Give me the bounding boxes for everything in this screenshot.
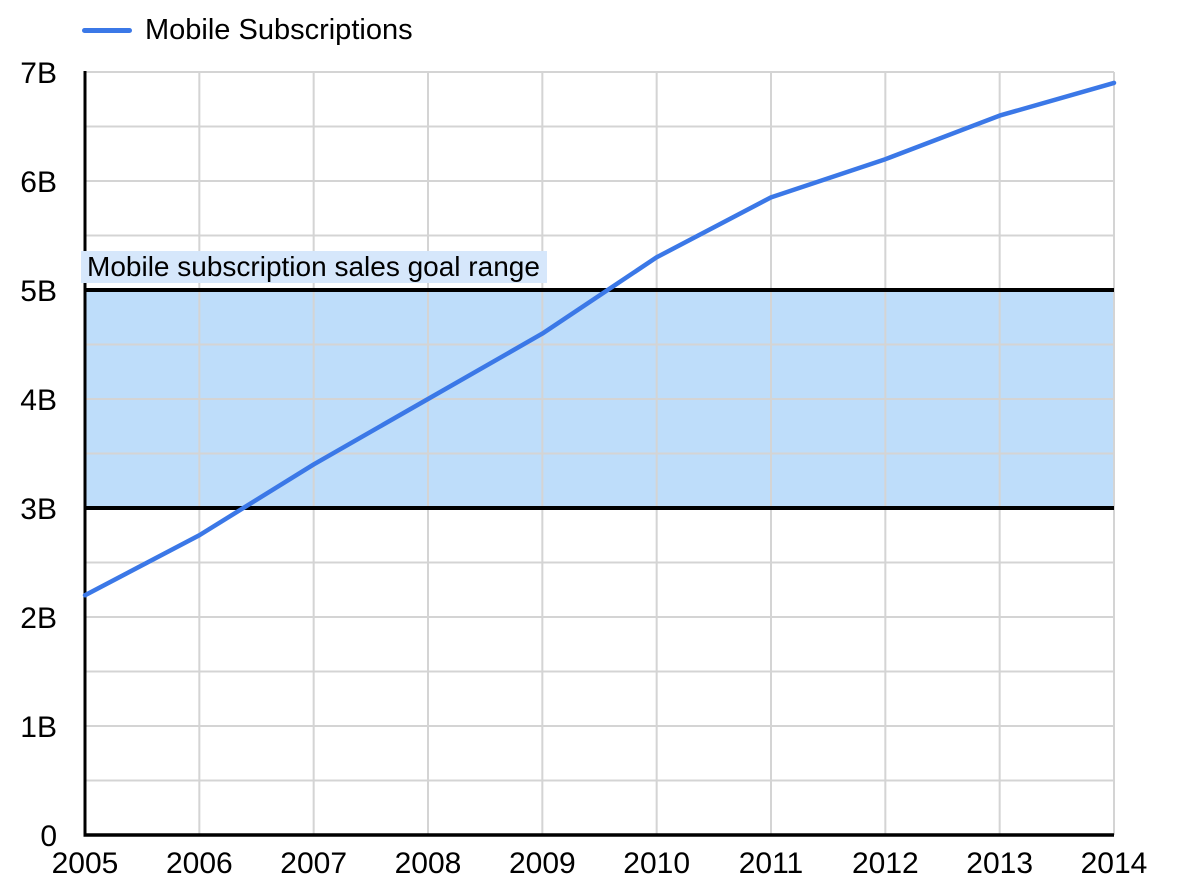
x-axis-tick-label: 2014: [1081, 847, 1148, 880]
y-axis-tick-label: 3B: [20, 493, 57, 526]
legend: Mobile Subscriptions: [82, 12, 413, 48]
x-axis-tick-label: 2009: [509, 847, 576, 880]
y-axis-tick-label: 2B: [20, 602, 57, 635]
x-axis-tick-label: 2007: [280, 847, 347, 880]
y-axis-tick-label: 6B: [20, 166, 57, 199]
x-axis-tick-label: 2011: [739, 847, 804, 880]
x-axis-tick-label: 2010: [623, 847, 690, 880]
series-line-mobile-subscriptions: [82, 80, 1117, 598]
y-axis-tick-label: 4B: [20, 384, 57, 417]
y-axis-tick-label: 7B: [20, 57, 57, 90]
y-axis-tick-label: 1B: [20, 711, 57, 744]
x-axis-tick-label: 2008: [395, 847, 462, 880]
goal-band-label: Mobile subscription sales goal range: [81, 251, 547, 283]
y-axis-tick-label: 5B: [20, 275, 57, 308]
x-axis-tick-label: 2013: [966, 847, 1033, 880]
x-axis-tick-label: 2005: [52, 847, 119, 880]
x-axis-tick-label: 2012: [852, 847, 919, 880]
x-axis-tick-label: 2006: [166, 847, 233, 880]
legend-line-swatch: [82, 27, 132, 33]
legend-label: Mobile Subscriptions: [145, 13, 413, 46]
y-axis-tick-label: 0: [40, 820, 57, 853]
goal-band-label-text: Mobile subscription sales goal range: [81, 251, 547, 283]
